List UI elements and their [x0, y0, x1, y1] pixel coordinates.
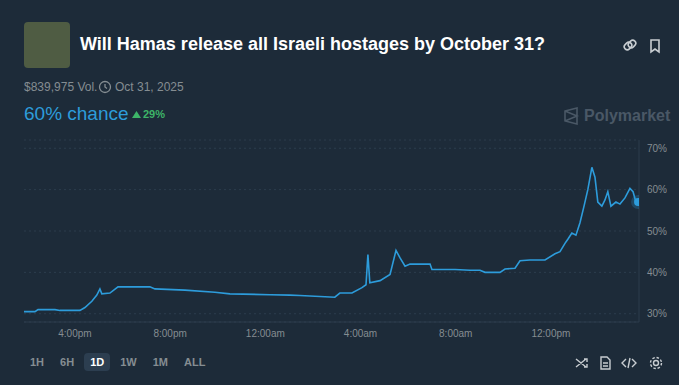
- svg-text:12:00pm: 12:00pm: [531, 328, 570, 339]
- html-text:6H: 6H: [60, 356, 75, 368]
- html-text:Will Hamas release all Israeli: Will Hamas release all Israeli hostages …: [80, 34, 545, 54]
- html-text:Oct 31, 2025: Oct 31, 2025: [115, 80, 184, 94]
- svg-text:4:00pm: 4:00pm: [58, 328, 91, 339]
- html-text:$839,975 Vol.: $839,975 Vol.: [24, 80, 98, 94]
- html-text:1W: 1W: [120, 356, 137, 368]
- svg-text:30%: 30%: [647, 308, 667, 319]
- html-text:Polymarket: Polymarket: [584, 107, 671, 124]
- svg-text:12:00am: 12:00am: [246, 328, 285, 339]
- svg-text:4:00am: 4:00am: [344, 328, 377, 339]
- html-text:60% chance: 60% chance: [24, 103, 129, 124]
- svg-text:70%: 70%: [647, 143, 667, 154]
- html-text:1H: 1H: [30, 356, 45, 368]
- html-text:29%: 29%: [143, 108, 165, 120]
- svg-text:40%: 40%: [647, 267, 667, 278]
- html-text:1M: 1M: [152, 356, 168, 368]
- svg-text:50%: 50%: [647, 226, 667, 237]
- html-text:ALL: ALL: [184, 356, 206, 368]
- svg-text:8:00pm: 8:00pm: [153, 328, 186, 339]
- html-text:1D: 1D: [90, 356, 105, 368]
- svg-text:60%: 60%: [647, 184, 667, 195]
- svg-text:8:00am: 8:00am: [439, 328, 472, 339]
